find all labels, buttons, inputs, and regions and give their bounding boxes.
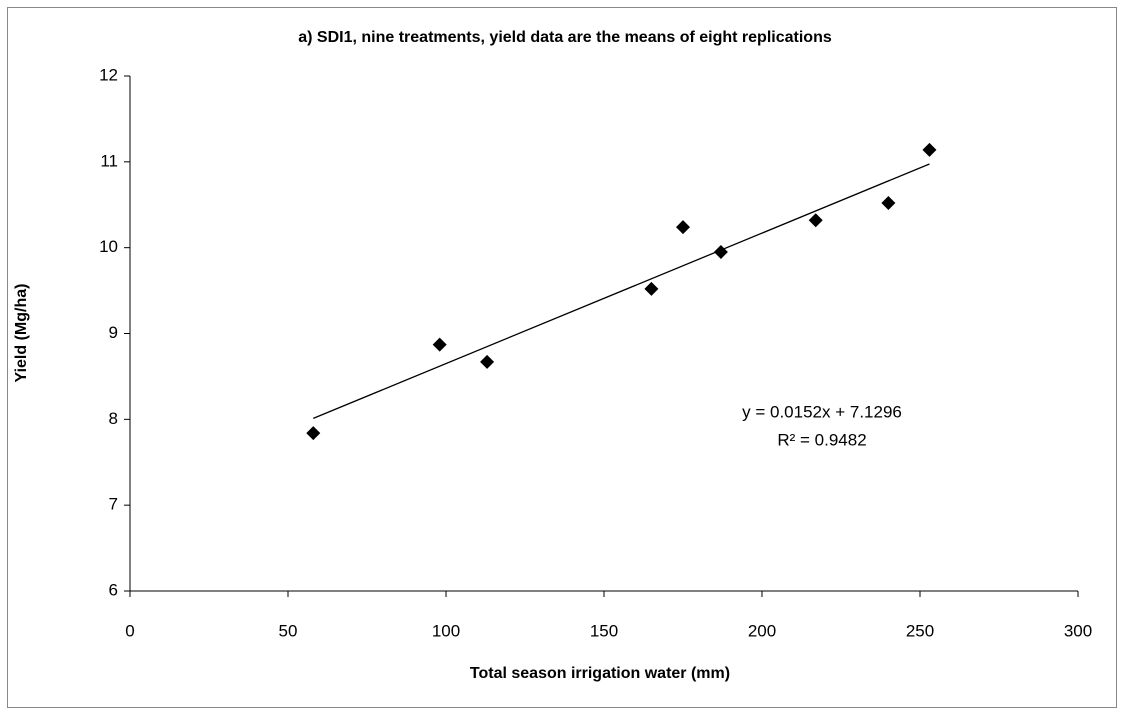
y-tick-label: 12 <box>99 65 118 84</box>
trendline <box>313 163 930 419</box>
y-tick-label: 10 <box>99 237 118 256</box>
data-point <box>808 213 823 228</box>
y-tick-label: 8 <box>109 409 118 428</box>
x-tick-label: 200 <box>748 621 776 640</box>
y-axis-label: Yield (Mg/ha) <box>13 284 30 383</box>
y-tick-label: 6 <box>109 580 118 599</box>
data-point <box>306 426 321 441</box>
x-axis-label: Total season irrigation water (mm) <box>470 665 730 682</box>
data-point <box>432 337 447 352</box>
y-tick-label: 9 <box>109 323 118 342</box>
x-tick-label: 250 <box>906 621 934 640</box>
data-point <box>480 354 495 369</box>
x-tick-label: 150 <box>590 621 618 640</box>
trendline-r-squared: R² = 0.9482 <box>777 430 866 449</box>
data-point <box>644 281 659 296</box>
x-tick-label: 100 <box>432 621 460 640</box>
trendline-equation: y = 0.0152x + 7.1296 <box>742 402 902 421</box>
x-tick-label: 300 <box>1064 621 1092 640</box>
data-point <box>676 220 690 235</box>
y-tick-label: 7 <box>109 495 118 514</box>
data-point <box>713 244 728 259</box>
x-tick-label: 50 <box>279 621 298 640</box>
y-tick-label: 11 <box>100 151 118 170</box>
x-tick-label: 0 <box>125 621 134 640</box>
chart-title: a) SDI1, nine treatments, yield data are… <box>298 29 832 46</box>
data-point <box>881 196 896 211</box>
data-point <box>922 142 937 157</box>
chart-border <box>7 7 1117 708</box>
